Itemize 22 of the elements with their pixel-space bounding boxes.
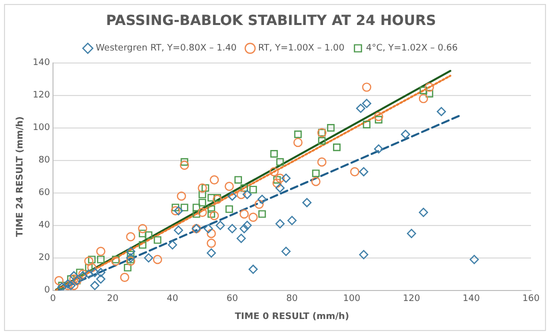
- legend-label: Westergren RT, Y=0.80X – 1.40: [96, 44, 237, 54]
- y-tick-label: 20: [38, 253, 50, 264]
- y-tick-label: 80: [38, 156, 50, 166]
- y-tick-label: 120: [32, 90, 50, 101]
- y-tick-label: 0: [44, 286, 50, 296]
- x-tick-label: 60: [226, 294, 238, 304]
- y-tick-label: 140: [32, 58, 50, 68]
- x-tick-label: 160: [522, 294, 540, 304]
- x-tick-label: 120: [402, 294, 420, 304]
- legend-label: 4°C, Y=1.02X – 0.66: [366, 44, 458, 54]
- x-tick-label: 140: [462, 294, 480, 304]
- legend-label: RT, Y=1.00X – 1.00: [258, 44, 345, 54]
- y-tick-label: 100: [32, 123, 50, 134]
- y-axis-title: TIME 24 RESULT (mm/h): [16, 116, 26, 237]
- x-tick-label: 40: [166, 294, 178, 304]
- chart-title: PASSING-BABLOK STABILITY AT 24 HOURS: [106, 13, 436, 30]
- x-tick-label: 20: [107, 294, 119, 304]
- x-tick-label: 100: [343, 294, 361, 304]
- y-tick-label: 60: [38, 188, 50, 198]
- x-tick-label: 80: [286, 294, 298, 304]
- x-axis-title: TIME 0 RESULT (mm/h): [234, 312, 350, 322]
- y-tick-label: 40: [38, 220, 50, 231]
